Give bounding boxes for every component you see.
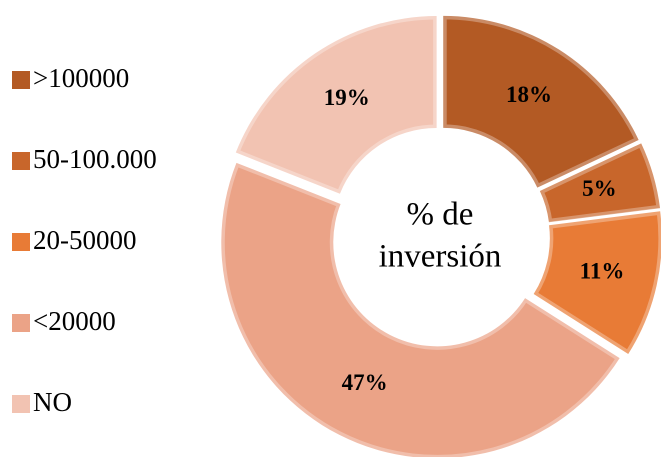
value-label: 19% bbox=[324, 85, 370, 110]
legend-label: 50-100.000 bbox=[33, 144, 157, 174]
donut-segment bbox=[231, 12, 441, 199]
donut-segment bbox=[217, 158, 625, 457]
legend-label: <20000 bbox=[33, 306, 116, 336]
value-label: 47% bbox=[342, 370, 388, 395]
value-label: 5% bbox=[582, 176, 617, 201]
legend-swatch bbox=[12, 395, 30, 413]
legend-label: NO bbox=[33, 387, 72, 417]
legend-label: >100000 bbox=[33, 63, 129, 93]
legend-swatch bbox=[12, 152, 30, 170]
legend-swatch bbox=[12, 233, 30, 251]
donut-segment bbox=[439, 12, 644, 193]
donut-segment bbox=[535, 138, 661, 227]
legend-label: 20-50000 bbox=[33, 225, 137, 255]
center-label: % de bbox=[407, 197, 474, 233]
donut-segment bbox=[528, 207, 661, 359]
legend-swatch bbox=[12, 314, 30, 332]
center-label: inversión bbox=[379, 239, 502, 275]
value-label: 18% bbox=[506, 82, 552, 107]
value-label: 11% bbox=[580, 258, 625, 283]
legend-swatch bbox=[12, 71, 30, 89]
